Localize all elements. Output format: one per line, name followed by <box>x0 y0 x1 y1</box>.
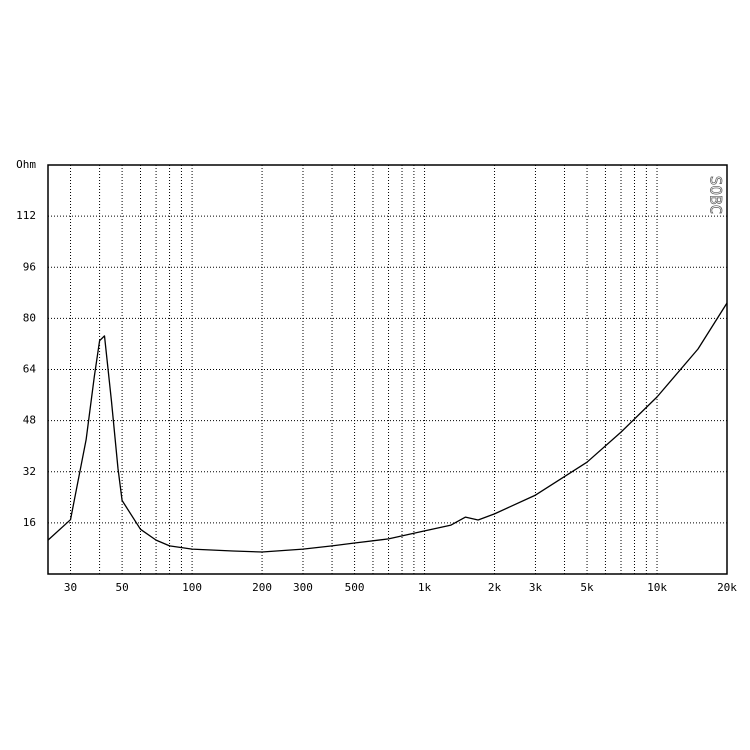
plot-frame <box>47 164 728 575</box>
x-tick-label: 10k <box>647 581 667 594</box>
y-tick-label: 16 <box>23 516 36 529</box>
x-tick-label: 200 <box>252 581 272 594</box>
x-tick-label: 1k <box>418 581 432 594</box>
x-tick-label: 20k <box>717 581 737 594</box>
x-tick-label: 5k <box>580 581 594 594</box>
y-tick-label: 112 <box>16 209 36 222</box>
x-tick-label: 100 <box>182 581 202 594</box>
x-tick-label: 50 <box>115 581 128 594</box>
x-tick-label: 300 <box>293 581 313 594</box>
x-tick-label: 500 <box>345 581 365 594</box>
y-tick-label: 48 <box>23 414 36 427</box>
x-tick-label: 3k <box>529 581 543 594</box>
x-tick-label: 30 <box>64 581 77 594</box>
x-tick-label: 2k <box>488 581 502 594</box>
watermark: SOBC <box>707 176 726 215</box>
y-tick-label: 32 <box>23 465 36 478</box>
impedance-curve <box>47 302 728 553</box>
y-tick-label: Ohm <box>16 158 36 171</box>
y-tick-label: 64 <box>23 363 37 376</box>
y-tick-label: 80 <box>23 311 36 324</box>
y-tick-label: 96 <box>23 260 36 273</box>
